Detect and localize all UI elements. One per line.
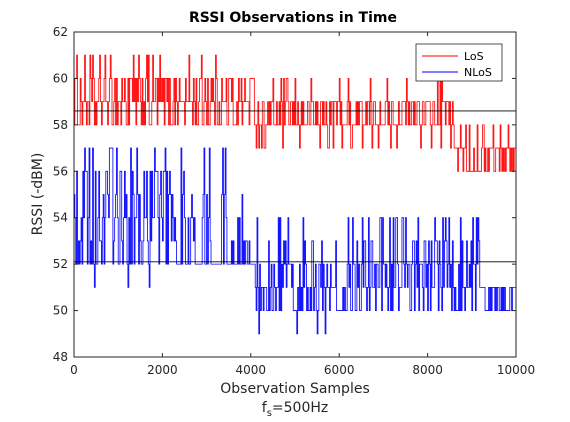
y-axis-label: RSSI (-dBM) [30,153,46,236]
legend-label-los: LoS [464,50,484,63]
x-tick-label: 0 [70,363,78,377]
series-layer [74,54,516,335]
y-tick-label: 50 [53,304,68,318]
plot-frame [73,31,517,358]
y-tick-label: 58 [53,118,68,132]
x-axis-label: Observation Samples [220,381,370,397]
mean-line-layer [74,110,516,263]
y-tick-label: 60 [53,71,68,85]
legend-label-nlos: NLoS [464,66,492,79]
series-line-nlos [74,147,516,335]
x-axis-sublabel: fs=500Hz [262,400,328,419]
y-tick-label: 48 [53,350,68,364]
x-axis-sublabel-base: f [262,400,268,416]
y-tick-label: 62 [53,25,68,39]
x-tick-label: 10000 [497,363,535,377]
legend-box [415,43,503,82]
y-tick-label: 56 [53,164,68,178]
tick-layer: 0 2000 4000 6000 8000 10000 48 50 52 54 56 58 60 62 [53,25,535,377]
series-line-los [74,54,516,172]
x-tick-label: 6000 [324,363,355,377]
x-tick-label: 8000 [412,363,443,377]
legend: LoS NLoS [415,43,503,82]
y-tick-label: 52 [53,257,68,271]
x-axis-sublabel-subscript: s [267,408,272,419]
chart-title: RSSI Observations in Time [189,10,397,26]
x-tick-label: 4000 [236,363,267,377]
y-tick-label: 54 [53,211,68,225]
x-tick-label: 2000 [147,363,178,377]
x-axis-sublabel-rest: =500Hz [272,400,328,416]
